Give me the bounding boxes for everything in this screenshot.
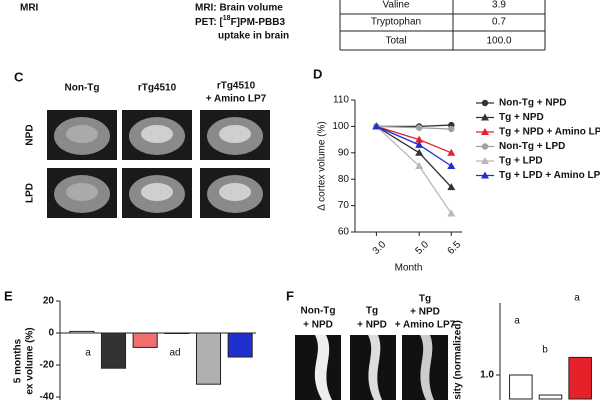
table bbox=[339, 0, 546, 51]
marker bbox=[447, 209, 456, 217]
y-tick-label: 60 bbox=[338, 227, 350, 238]
series-line bbox=[376, 125, 452, 167]
brain-inner bbox=[66, 125, 98, 143]
x-tick-label: 3.0 bbox=[371, 239, 389, 257]
table-cell: 0.7 bbox=[492, 17, 506, 28]
y-tick-label: -20 bbox=[40, 360, 55, 371]
bar bbox=[568, 356, 592, 400]
y-tick-label: 0 bbox=[48, 328, 54, 339]
marker bbox=[481, 171, 489, 179]
bar bbox=[69, 330, 95, 334]
column-label: Non-Tg bbox=[301, 306, 336, 317]
table-cell: 3.9 bbox=[492, 0, 506, 11]
x-tick-label: 6.5 bbox=[446, 239, 464, 257]
bar bbox=[509, 374, 533, 400]
column-label: Tg bbox=[419, 294, 431, 305]
y-axis-label: 5 months bbox=[13, 338, 24, 383]
marker bbox=[481, 113, 489, 121]
series-line bbox=[376, 125, 452, 188]
marker bbox=[416, 124, 423, 131]
annotation: a bbox=[514, 316, 520, 327]
mri-text: MRI: Brain volume bbox=[195, 3, 283, 14]
mri-images bbox=[47, 110, 270, 218]
marker bbox=[448, 125, 455, 133]
table-cell: Valine bbox=[382, 0, 409, 11]
marker bbox=[447, 183, 456, 191]
marker bbox=[481, 128, 489, 135]
marker bbox=[481, 157, 489, 164]
bar bbox=[132, 332, 158, 348]
table-cell: 100.0 bbox=[486, 36, 511, 47]
y-axis-label: nsity (normalized) bbox=[453, 320, 464, 400]
row-label: LPD bbox=[25, 183, 36, 203]
column-label: + Amino LP7 bbox=[395, 320, 456, 331]
legend-label: Tg + LPD + Amino LP7 bbox=[499, 170, 600, 181]
column-label: + NPD bbox=[357, 320, 387, 331]
bar bbox=[538, 394, 563, 400]
micrographs bbox=[295, 335, 448, 400]
y-tick-label: 110 bbox=[333, 95, 349, 106]
annotation: b bbox=[542, 345, 548, 356]
table-cell: Tryptophan bbox=[371, 17, 421, 28]
y-tick-label: 90 bbox=[338, 147, 350, 158]
legend-label: Tg + LPD bbox=[499, 156, 543, 167]
column-label: + NPD bbox=[303, 320, 333, 331]
marker bbox=[415, 162, 424, 169]
y-axis-label: ex volume (%) bbox=[25, 327, 36, 394]
legend-label: Non-Tg + LPD bbox=[499, 141, 565, 152]
annotation: a bbox=[85, 348, 91, 359]
brain-inner bbox=[141, 125, 173, 143]
bar bbox=[164, 332, 190, 334]
pet-text: uptake in brain bbox=[218, 31, 289, 42]
marker bbox=[447, 162, 456, 169]
legend-label: Non-Tg + NPD bbox=[499, 98, 567, 109]
bar bbox=[100, 332, 127, 369]
marker bbox=[372, 122, 381, 130]
series-line bbox=[375, 125, 452, 214]
y-axis-label: Δ cortex volume (%) bbox=[317, 121, 328, 210]
panel-label: F bbox=[286, 288, 294, 303]
column-label: Tg bbox=[366, 306, 378, 317]
brain-inner bbox=[219, 125, 251, 143]
marker bbox=[415, 148, 424, 156]
column-label: rTg4510 bbox=[138, 83, 177, 94]
column-label: rTg4510 bbox=[217, 81, 256, 92]
marker bbox=[447, 148, 456, 156]
row-label: NPD bbox=[25, 124, 36, 145]
annotation: ad bbox=[169, 348, 180, 359]
table-cell: Total bbox=[385, 36, 406, 47]
panel-label: E bbox=[4, 288, 13, 303]
column-label: + NPD bbox=[410, 307, 440, 318]
marker bbox=[415, 135, 424, 143]
panel-label: D bbox=[313, 66, 322, 81]
y-tick-label: 80 bbox=[338, 174, 350, 185]
y-tick-label: 100 bbox=[332, 121, 349, 132]
bar bbox=[227, 332, 253, 358]
brain-inner bbox=[219, 183, 251, 201]
panel-label: C bbox=[14, 69, 24, 84]
x-axis-label: Month bbox=[395, 263, 423, 274]
pet-text: PET: [18F]PM-PBB3 bbox=[195, 15, 285, 28]
brain-inner bbox=[66, 183, 98, 201]
x-tick-label: 5.0 bbox=[413, 239, 431, 257]
marker bbox=[415, 140, 424, 148]
column-label: Non-Tg bbox=[65, 83, 100, 94]
brain-inner bbox=[141, 183, 173, 201]
top-label: MRI bbox=[20, 3, 39, 14]
y-tick-label: 70 bbox=[338, 200, 350, 211]
y-tick-label: 1.0 bbox=[480, 370, 494, 381]
marker bbox=[481, 99, 489, 107]
legend-label: Tg + NPD bbox=[499, 112, 544, 123]
y-tick-label: 20 bbox=[43, 296, 55, 307]
annotation: a bbox=[574, 293, 580, 304]
column-label: + Amino LP7 bbox=[206, 94, 267, 105]
bar bbox=[195, 332, 222, 385]
y-tick-label: -40 bbox=[40, 392, 55, 400]
legend-label: Tg + NPD + Amino LP7 bbox=[499, 127, 600, 138]
marker bbox=[481, 143, 489, 150]
